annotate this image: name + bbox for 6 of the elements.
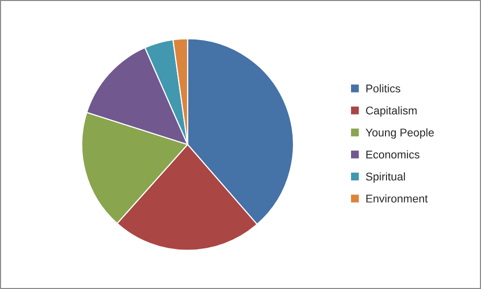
legend-label: Environment xyxy=(366,194,428,203)
legend-label: Spiritual xyxy=(366,172,405,183)
legend-label: Politics xyxy=(366,84,400,92)
legend-label: Capitalism xyxy=(366,106,417,117)
legend-label: Young People xyxy=(366,128,434,139)
legend-label: Economics xyxy=(366,150,420,158)
